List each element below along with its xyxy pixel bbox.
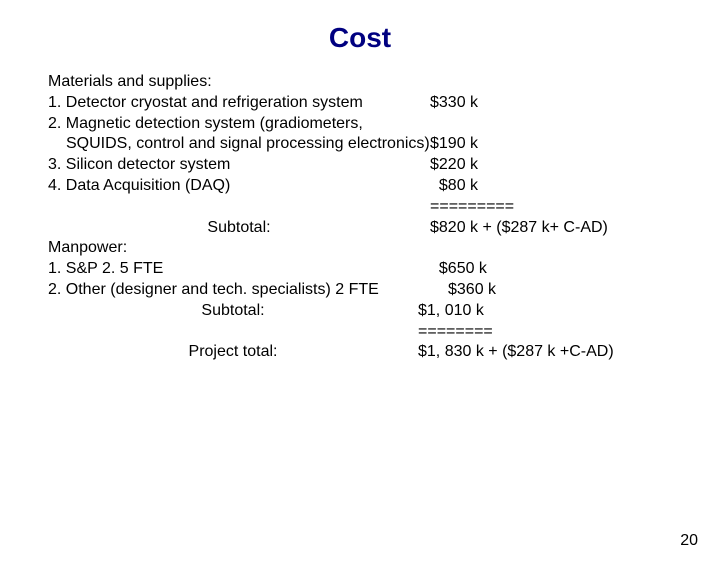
manpower-heading: Manpower: bbox=[48, 238, 720, 259]
subtotal-label: Subtotal: bbox=[48, 218, 430, 239]
manpower-divider-row: ======== bbox=[48, 322, 720, 343]
item-value: $220 k bbox=[430, 155, 720, 176]
subtotal-label: Subtotal: bbox=[48, 301, 418, 322]
manpower-item: 1. S&P 2. 5 FTE $650 k bbox=[48, 259, 720, 280]
materials-item: 3. Silicon detector system $220 k bbox=[48, 155, 720, 176]
materials-heading: Materials and supplies: bbox=[48, 72, 720, 93]
manpower-item: 2. Other (designer and tech. specialists… bbox=[48, 280, 720, 301]
materials-item: 4. Data Acquisition (DAQ) $80 k bbox=[48, 176, 720, 197]
slide-title: Cost bbox=[0, 22, 720, 54]
materials-divider-row: ========= bbox=[48, 197, 720, 218]
item-value: $360 k bbox=[448, 280, 720, 301]
item-label: 2. Magnetic detection system (gradiomete… bbox=[48, 114, 430, 156]
item-label: 2. Other (designer and tech. specialists… bbox=[48, 280, 448, 301]
materials-item: 2. Magnetic detection system (gradiomete… bbox=[48, 114, 720, 156]
item-value: $80 k bbox=[430, 176, 720, 197]
project-total-value: $1, 830 k + ($287 k +C-AD) bbox=[418, 342, 720, 363]
divider: ======== bbox=[418, 322, 720, 343]
item-label: 3. Silicon detector system bbox=[48, 155, 430, 176]
item-value: $650 k bbox=[430, 259, 720, 280]
subtotal-value: $820 k + ($287 k+ C-AD) bbox=[430, 218, 720, 239]
materials-subtotal-row: Subtotal: $820 k + ($287 k+ C-AD) bbox=[48, 218, 720, 239]
item-value: $190 k bbox=[430, 134, 720, 155]
divider: ========= bbox=[430, 197, 720, 218]
project-total-label: Project total: bbox=[48, 342, 418, 363]
blank bbox=[48, 197, 430, 218]
item-label: 1. S&P 2. 5 FTE bbox=[48, 259, 430, 280]
subtotal-value: $1, 010 k bbox=[418, 301, 720, 322]
item-label: 1. Detector cryostat and refrigeration s… bbox=[48, 93, 430, 114]
project-total-row: Project total: $1, 830 k + ($287 k +C-AD… bbox=[48, 342, 720, 363]
item-label: 4. Data Acquisition (DAQ) bbox=[48, 176, 430, 197]
manpower-subtotal-row: Subtotal: $1, 010 k bbox=[48, 301, 720, 322]
item-value: $330 k bbox=[430, 93, 720, 114]
materials-item: 1. Detector cryostat and refrigeration s… bbox=[48, 93, 720, 114]
blank bbox=[48, 322, 418, 343]
slide-body: Materials and supplies: 1. Detector cryo… bbox=[48, 72, 720, 363]
page-number: 20 bbox=[680, 532, 698, 550]
